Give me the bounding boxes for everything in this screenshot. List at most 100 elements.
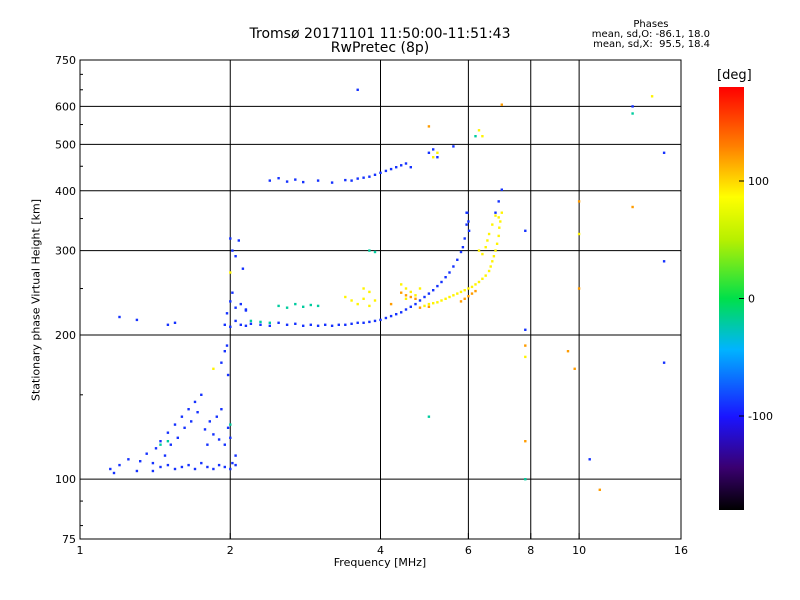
data-point <box>176 436 179 439</box>
data-point <box>166 431 170 434</box>
data-point <box>277 177 280 180</box>
data-point <box>226 426 230 429</box>
data-point <box>316 304 320 308</box>
data-point <box>432 148 435 151</box>
data-point <box>497 234 500 238</box>
data-point <box>215 415 218 418</box>
data-point <box>200 461 203 465</box>
data-point <box>497 216 500 219</box>
y-tick-label: 75 <box>62 533 76 546</box>
data-point <box>285 323 289 326</box>
data-point <box>135 469 139 473</box>
data-point <box>404 308 408 311</box>
data-point <box>566 350 570 353</box>
data-point <box>362 297 365 300</box>
y-tick-label: 750 <box>55 54 76 67</box>
data-point <box>330 181 334 184</box>
data-point <box>223 465 226 469</box>
data-point <box>268 179 271 182</box>
data-point <box>461 246 465 249</box>
data-point <box>206 465 209 469</box>
data-point <box>448 271 451 274</box>
colorbar-tick-label: -100 <box>748 410 773 423</box>
data-point <box>524 328 527 331</box>
data-point <box>487 269 491 273</box>
data-point <box>465 223 468 226</box>
data-point <box>220 361 223 364</box>
data-point <box>231 291 234 294</box>
data-point <box>477 129 481 132</box>
data-point <box>427 292 431 295</box>
data-point <box>395 166 398 169</box>
data-point <box>448 295 451 299</box>
data-point <box>229 436 232 439</box>
data-point <box>418 287 422 290</box>
y-tick-label: 100 <box>55 473 76 486</box>
data-point <box>404 162 408 165</box>
data-point <box>588 458 591 461</box>
data-point <box>423 295 426 299</box>
data-point <box>404 294 408 297</box>
data-point <box>151 469 155 473</box>
data-point <box>249 322 253 325</box>
data-point <box>463 237 466 240</box>
data-point <box>316 324 320 327</box>
data-point <box>497 200 500 203</box>
data-point <box>463 297 466 300</box>
data-point <box>573 367 576 370</box>
data-point <box>309 303 312 307</box>
phases-title: Phases <box>633 19 669 30</box>
data-point <box>384 169 388 173</box>
data-point <box>452 265 455 268</box>
data-point <box>389 167 393 171</box>
data-point <box>577 200 581 203</box>
data-point <box>414 294 417 297</box>
data-point <box>524 478 527 481</box>
data-point <box>389 302 393 306</box>
data-point <box>169 443 172 446</box>
data-point <box>154 447 158 450</box>
data-point <box>344 178 347 182</box>
chart-title: Tromsø 20171101 11:50:00-11:51:43 <box>249 26 511 42</box>
y-tick-label: 600 <box>55 100 76 113</box>
data-point <box>268 324 271 327</box>
grid-lines <box>80 60 681 539</box>
data-point <box>524 440 527 443</box>
data-point <box>400 291 403 294</box>
data-point <box>294 302 297 306</box>
y-axis-ticks: 75 100 200 300 400 500 600 750 <box>55 54 83 546</box>
data-point <box>316 179 320 182</box>
data-point <box>302 305 305 308</box>
data-point <box>524 355 527 359</box>
data-point <box>432 156 435 159</box>
x-tick-label: 10 <box>572 544 586 557</box>
colorbar-ticks: 100 0 -100 <box>739 175 773 423</box>
data-point <box>203 428 207 431</box>
data-point <box>459 290 463 294</box>
y-tick-label: 300 <box>55 245 76 258</box>
x-axis-ticks: 1 2 4 6 8 10 16 <box>77 533 688 557</box>
data-point <box>173 321 177 324</box>
data-point <box>440 280 443 284</box>
data-point <box>452 294 455 297</box>
data-point <box>631 105 634 108</box>
data-point <box>409 290 412 294</box>
x-tick-label: 16 <box>674 544 688 557</box>
data-point <box>118 463 121 467</box>
data-point <box>444 297 447 300</box>
data-point <box>277 321 280 324</box>
data-point <box>234 306 237 309</box>
data-point <box>379 318 382 322</box>
data-point <box>231 249 234 252</box>
data-point <box>427 302 431 306</box>
data-point <box>193 400 197 404</box>
data-point <box>500 103 503 106</box>
phases-o-stats: mean, sd,O: -86.1, 18.0 <box>591 29 710 40</box>
data-point <box>183 426 186 429</box>
data-point <box>180 465 184 469</box>
data-point <box>180 415 184 418</box>
data-point <box>285 180 289 183</box>
data-point <box>229 325 232 328</box>
data-point <box>467 220 470 223</box>
data-point <box>404 297 408 300</box>
